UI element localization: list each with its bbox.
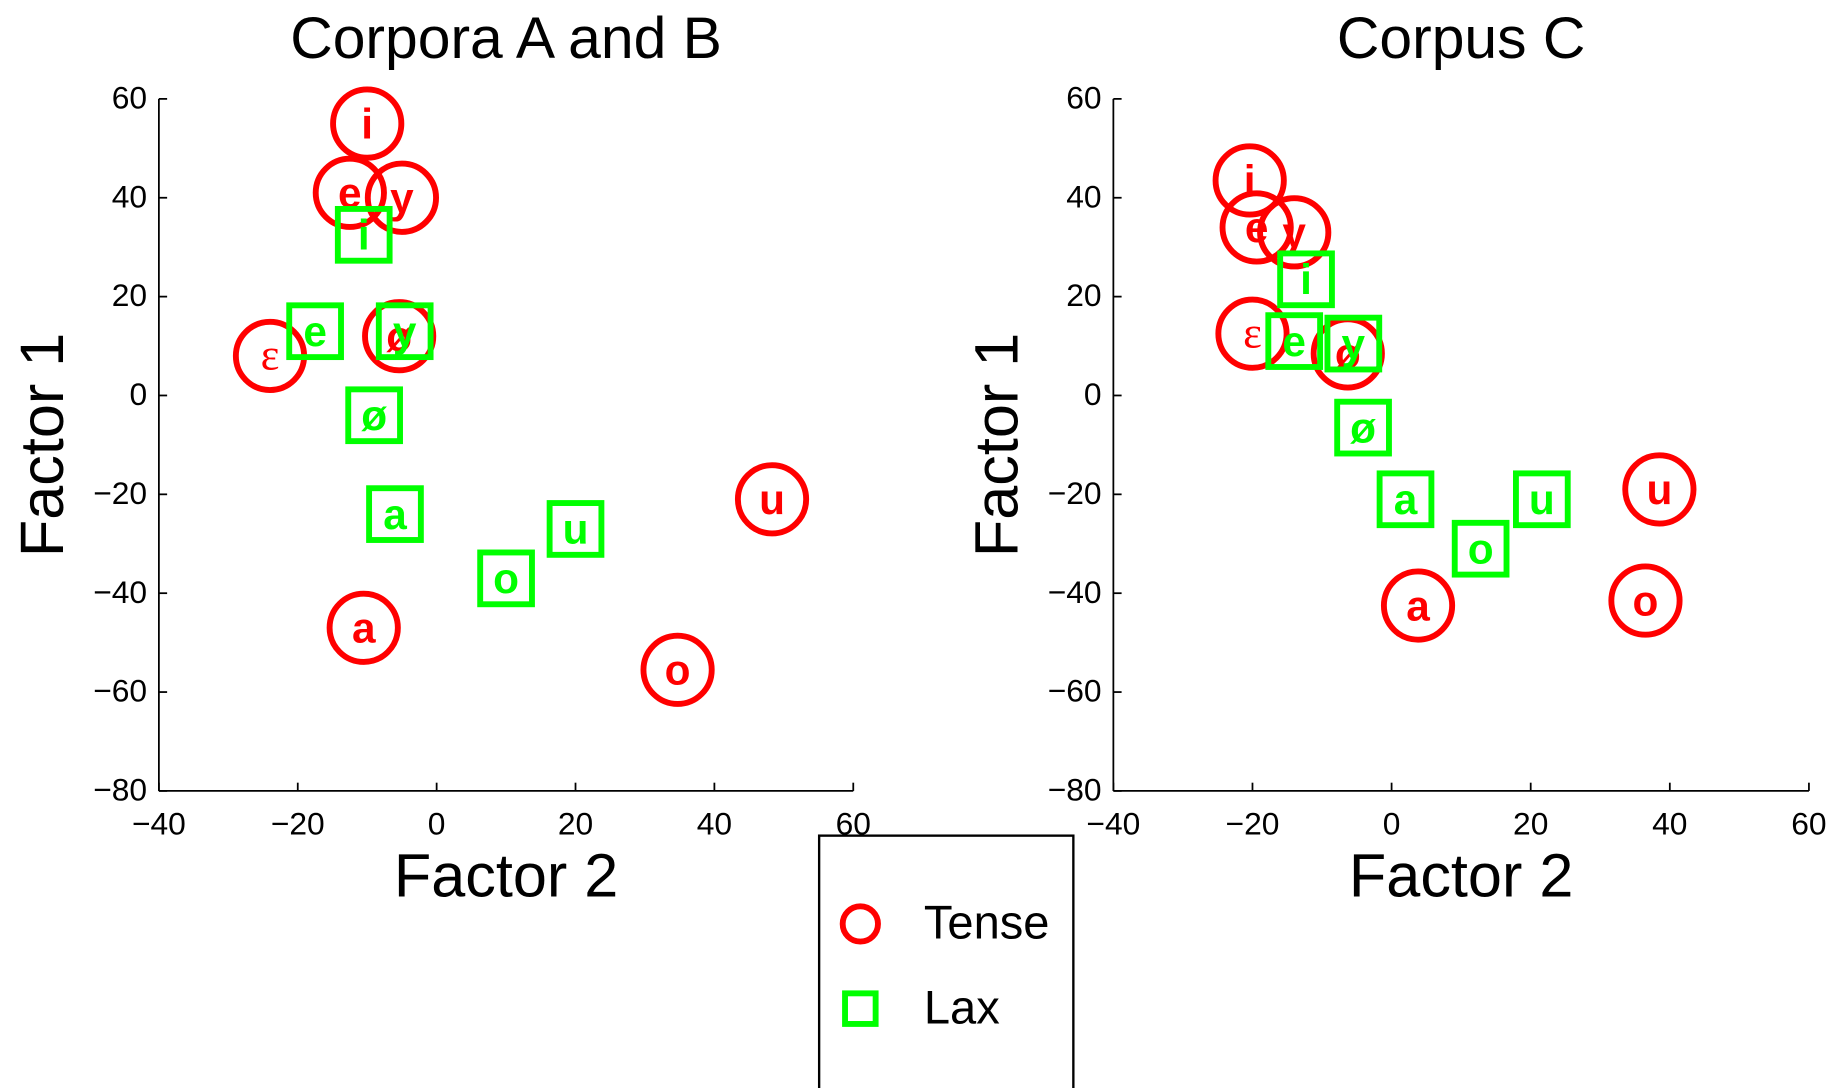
x-tick-label: 20 xyxy=(1513,806,1548,842)
point-label: ø xyxy=(386,313,412,360)
y-tick-label: −60 xyxy=(93,673,147,709)
y-axis-label: Factor 1 xyxy=(8,333,76,557)
point-label: y xyxy=(393,308,417,355)
point-label: e xyxy=(1282,318,1306,365)
y-tick-label: 40 xyxy=(1066,178,1101,214)
x-tick-label: 40 xyxy=(697,806,732,842)
legend-marker xyxy=(842,990,879,1027)
x-tick-label: −20 xyxy=(1226,806,1280,842)
point-label: i xyxy=(1244,157,1256,204)
y-tick-label: 20 xyxy=(1066,277,1101,313)
tense-marker xyxy=(1608,563,1683,638)
tense-marker xyxy=(1257,195,1332,270)
x-axis-label: Factor 2 xyxy=(394,842,618,910)
point-label: a xyxy=(383,491,407,538)
y-tick-label: 60 xyxy=(1066,79,1101,115)
point-label: a xyxy=(1394,476,1418,523)
tense-marker xyxy=(326,590,401,665)
point-label: o xyxy=(665,647,691,694)
tense-marker xyxy=(640,632,715,707)
x-tick-label: 40 xyxy=(1652,806,1687,842)
lax-marker xyxy=(1277,250,1335,309)
x-tick-label: −20 xyxy=(271,806,325,842)
lax-marker xyxy=(1451,519,1510,578)
y-tick-label: 40 xyxy=(112,178,147,214)
x-tick-label: −40 xyxy=(132,806,186,842)
lax-marker xyxy=(345,386,403,445)
point-label: i xyxy=(1300,256,1312,303)
point-label: i xyxy=(358,212,370,259)
point-label: ε xyxy=(1243,307,1262,357)
x-tick-label: 60 xyxy=(836,806,871,842)
y-tick-label: −60 xyxy=(1048,673,1102,709)
lax-marker xyxy=(1265,312,1324,370)
lax-marker xyxy=(1513,470,1571,529)
point-label: u xyxy=(759,476,785,523)
x-tick-label: 60 xyxy=(1791,806,1826,842)
point-label: a xyxy=(1406,582,1430,629)
point-label: y xyxy=(1342,320,1366,367)
y-tick-label: 0 xyxy=(129,376,147,412)
tense-marker xyxy=(1212,143,1287,218)
point-label: y xyxy=(390,174,414,221)
point-label: a xyxy=(352,605,376,652)
legend-marker xyxy=(839,903,881,945)
point-label: o xyxy=(1633,577,1659,624)
tense-marker xyxy=(1219,190,1294,265)
point-label: ε xyxy=(261,330,280,380)
y-tick-label: 20 xyxy=(112,277,147,313)
y-axis-label: Factor 1 xyxy=(963,333,1031,557)
x-axis-label: Factor 2 xyxy=(1349,842,1573,910)
lax-marker xyxy=(477,549,535,608)
tense-marker xyxy=(330,86,405,161)
lax-marker xyxy=(366,485,424,543)
point-label: o xyxy=(493,555,519,602)
legend-label: Lax xyxy=(924,980,1000,1033)
y-tick-label: −40 xyxy=(1048,574,1102,610)
lax-marker xyxy=(546,500,605,558)
y-tick-label: 0 xyxy=(1084,376,1102,412)
lax-marker xyxy=(286,302,344,361)
tense-marker xyxy=(1380,568,1456,643)
y-tick-label: −80 xyxy=(1048,771,1102,807)
lax-marker xyxy=(1324,314,1383,373)
x-tick-label: 0 xyxy=(428,806,446,842)
x-tick-label: −40 xyxy=(1086,806,1140,842)
tense-marker xyxy=(364,160,439,235)
point-label: ø xyxy=(1350,404,1376,451)
y-tick-label: −40 xyxy=(93,574,147,610)
point-label: i xyxy=(361,100,373,147)
chart-title: Corpora A and B xyxy=(290,6,722,71)
tense-marker xyxy=(1215,296,1290,371)
point-label: e xyxy=(338,170,362,217)
lax-marker xyxy=(375,302,434,361)
y-tick-label: −20 xyxy=(93,475,147,511)
x-tick-label: 20 xyxy=(558,806,593,842)
tense-marker xyxy=(312,155,387,230)
point-label: u xyxy=(1646,466,1672,513)
point-label: e xyxy=(303,308,327,355)
y-tick-label: −80 xyxy=(93,771,147,807)
point-label: ø xyxy=(361,392,387,439)
tense-marker xyxy=(734,462,810,537)
chart-title: Corpus C xyxy=(1337,6,1585,71)
lax-marker xyxy=(1376,470,1435,529)
point-label: u xyxy=(563,506,589,553)
y-tick-label: 60 xyxy=(112,79,147,115)
legend-box xyxy=(817,834,1075,1088)
x-tick-label: 0 xyxy=(1383,806,1401,842)
lax-marker xyxy=(1334,398,1392,457)
point-label: o xyxy=(1468,525,1494,572)
tense-marker xyxy=(1622,452,1697,527)
legend-label: Tense xyxy=(924,896,1050,949)
point-label: y xyxy=(1282,209,1306,256)
y-tick-label: −20 xyxy=(1048,475,1102,511)
lax-marker xyxy=(334,205,393,264)
point-label: u xyxy=(1529,476,1555,523)
